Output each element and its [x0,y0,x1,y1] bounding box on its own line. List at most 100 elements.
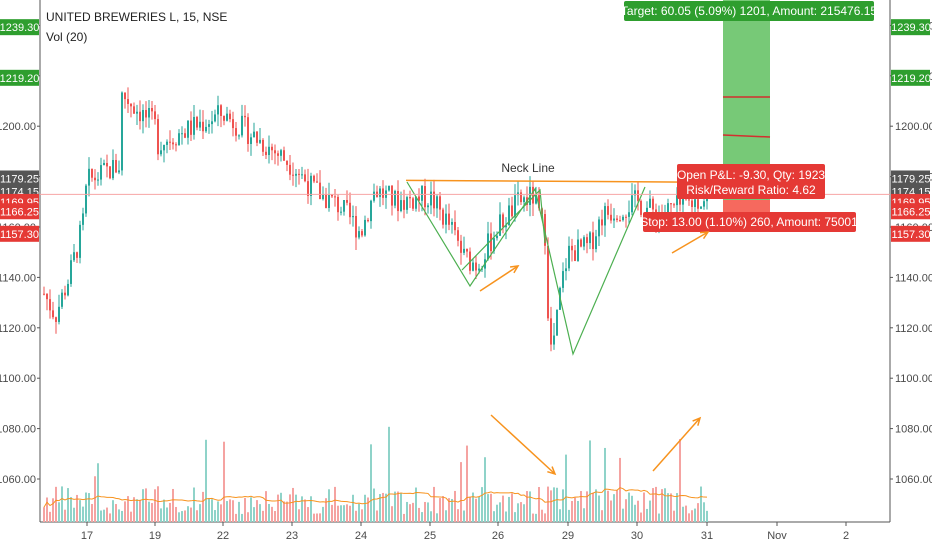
volume-bar [424,501,426,522]
candle-body [442,209,444,225]
candle-body [508,205,510,226]
candle-body [106,162,108,167]
candle-body [286,160,288,165]
volume-bar [697,503,699,522]
volume-bar [619,457,621,522]
candle-body [679,195,681,205]
target-box: Target: 60.05 (5.09%) 1201, Amount: 2154… [621,1,877,21]
x-tick-label: 19 [149,530,161,542]
volume-bar [238,501,240,522]
volume-bar [244,498,246,522]
candle-body [361,231,363,236]
volume-bar [160,508,162,522]
volume-bar [166,507,168,522]
candle-body [595,236,597,250]
candle-body [580,239,582,247]
candle-body [355,215,357,238]
candle-body [109,166,111,179]
volume-bar [514,512,516,522]
arrow-volume-down-head [547,466,557,476]
candle-body [445,213,447,225]
x-tick-label: 29 [562,530,574,542]
volume-bar [547,486,549,522]
volume-bar [205,439,207,522]
volume-bar [604,447,606,522]
candle-body [670,203,672,205]
volume-bar [223,441,225,522]
volume-bar [286,501,288,522]
candle-body [394,190,396,206]
candle-body [220,105,222,116]
candle-body [115,160,117,173]
price-tag-label: 1239.30 [891,22,931,34]
volume-bar [508,496,510,522]
price-tag-left: 1166.25 [0,203,39,220]
price-tag-bg [891,19,930,36]
candle-body [331,194,333,197]
candle-body [259,139,261,143]
volume-bar [163,499,165,522]
candle-body [475,262,477,271]
volume-bar [295,494,297,522]
volume-bar [436,513,438,522]
entry-line [722,134,771,138]
volume-bar [289,494,291,522]
candle-body [133,106,135,114]
candle-body [253,131,255,138]
volume-bar [643,492,645,522]
price-tag-bg [0,170,39,187]
price-tag-label: 1219.20 [891,73,931,85]
candle-body [163,144,165,151]
volume-bar [703,502,705,522]
candle-body [238,135,240,137]
volume-bar [373,488,375,522]
volume-bar [553,487,555,522]
candle-body [640,200,642,215]
x-tick-label: 26 [492,530,504,542]
candle-body [118,170,120,173]
volume-bar [448,498,450,522]
volume-bar [106,507,108,522]
volume-bar [67,488,69,522]
candle-body [46,293,48,300]
candle-body [430,191,432,206]
arrow-left-up-shaft [479,265,519,292]
volume-bar [190,507,192,522]
candle-body [283,150,285,161]
volume-bar [535,513,537,522]
volume-bar [331,504,333,522]
candle-body [307,181,309,196]
candle-body [586,237,588,244]
volume-bar [439,498,441,522]
candle-body [322,194,324,200]
candle-body [124,92,126,100]
x-tick-label: 31 [701,530,713,542]
volume-bar [589,440,591,522]
neck-line[interactable] [405,179,721,184]
y-tick-label-left: 1200.00 [0,121,36,133]
candle-body [61,292,63,307]
candle-body [607,206,609,215]
volume-bar [571,500,573,522]
y-tick-label-left: 1100.00 [0,373,36,385]
candle-body [358,231,360,238]
candle-body [538,195,540,209]
volume-bar [280,492,282,522]
volume-bar [520,502,522,522]
volume-bar [637,500,639,522]
candle-body [406,197,408,210]
volume-bar [310,496,312,522]
volume-bar [409,504,411,522]
candle-body [127,99,129,104]
candle-body [91,168,93,178]
candle-body [703,201,705,207]
candle-body [247,117,249,144]
candle-body [196,116,198,128]
candle-body [70,260,72,284]
volume-bar [343,505,345,522]
pattern-outline [406,181,646,356]
volume-bar [649,500,651,522]
